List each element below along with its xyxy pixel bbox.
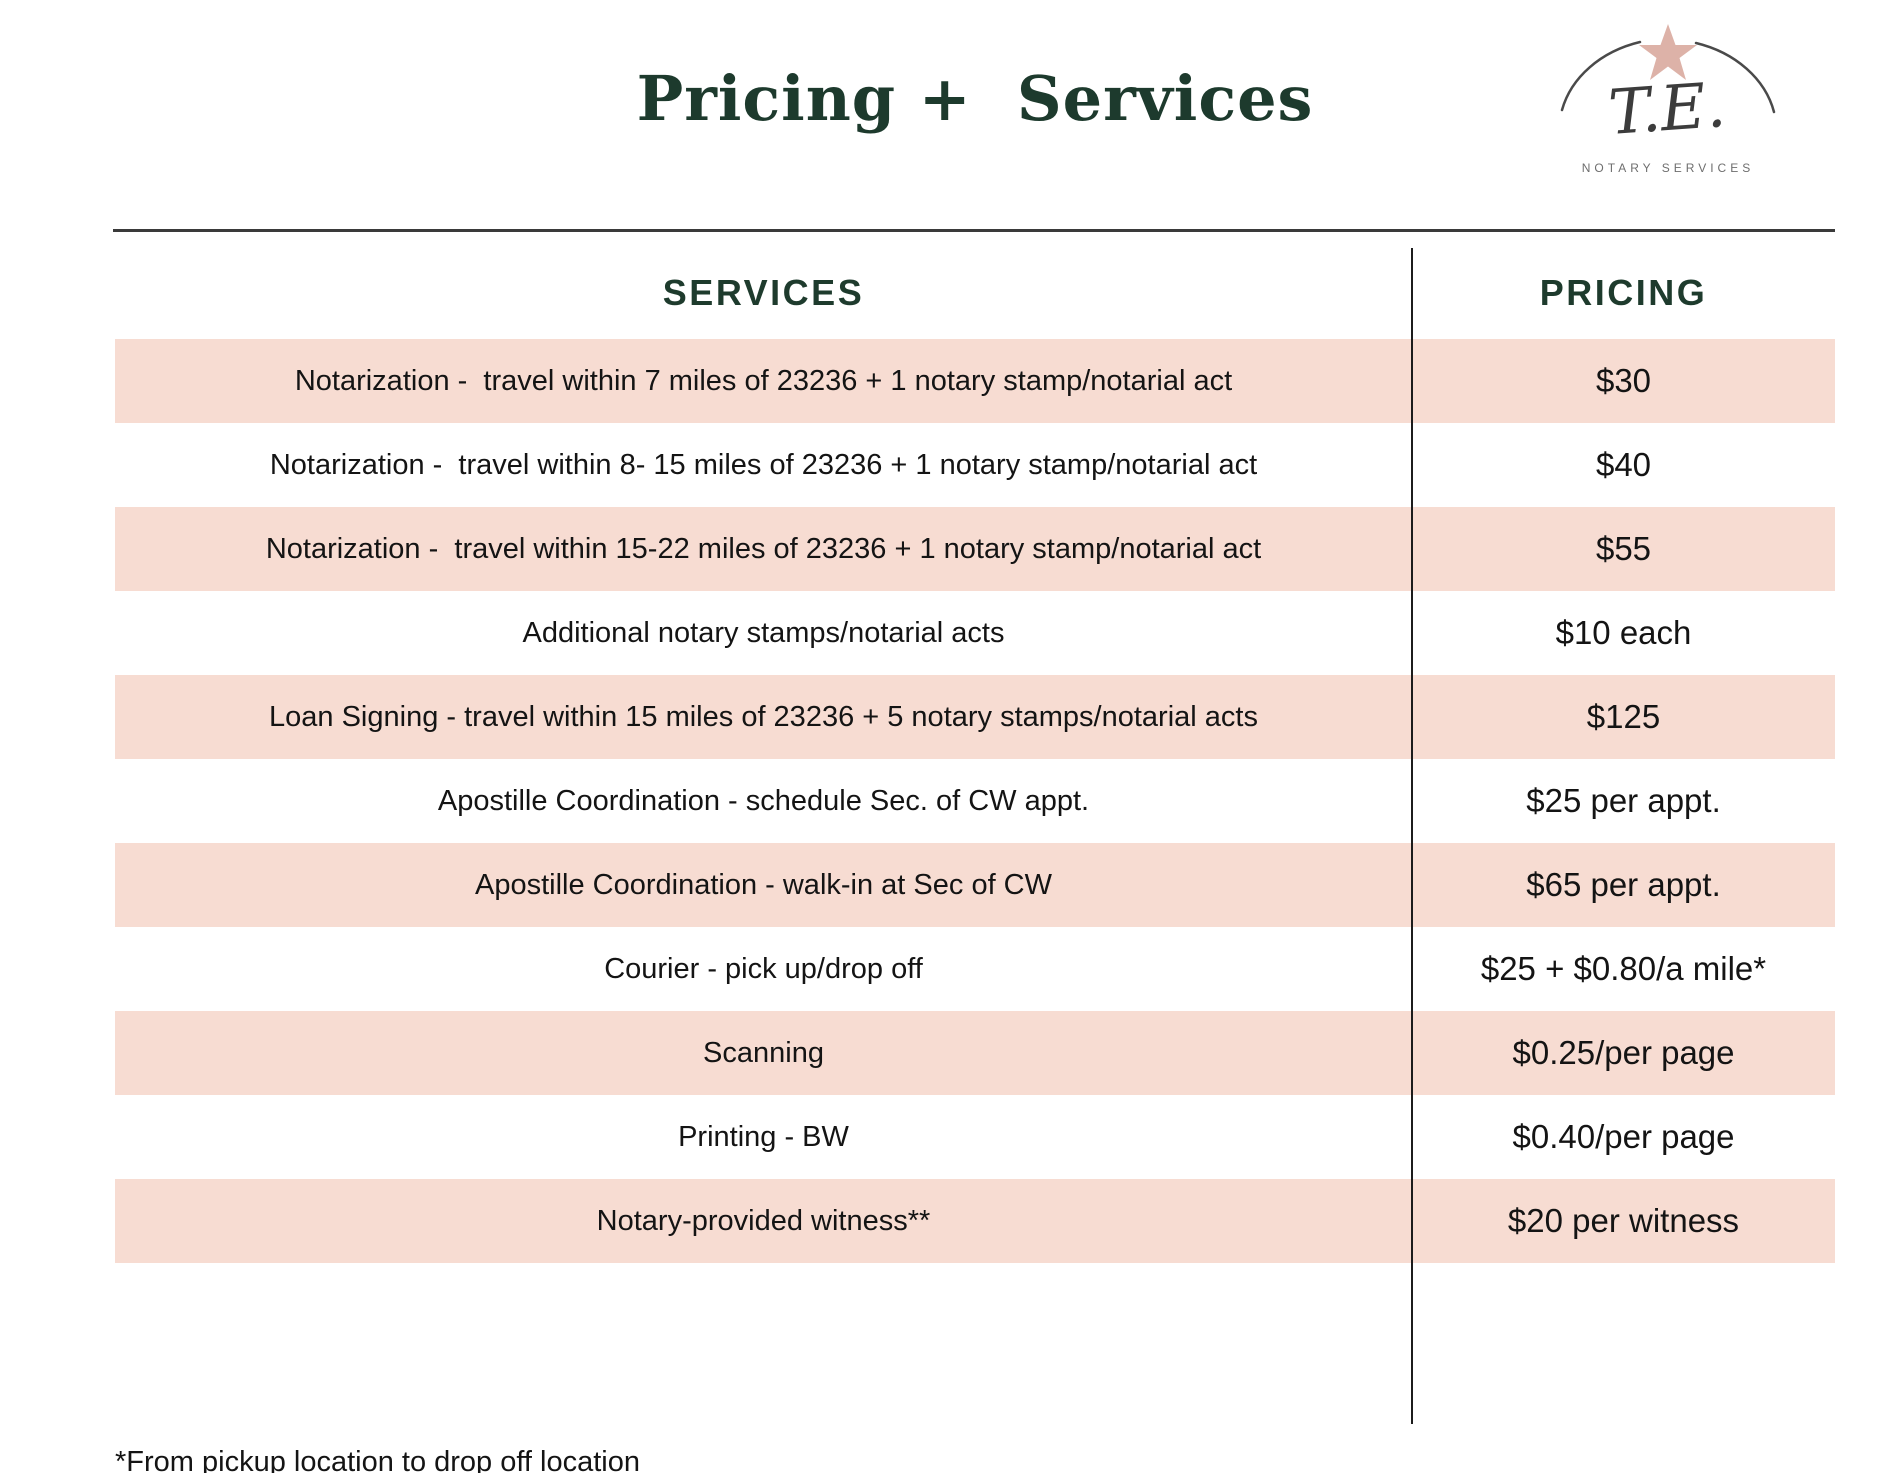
service-cell: Notarization - travel within 15-22 miles… bbox=[265, 532, 1262, 565]
price-cell: $125 bbox=[1586, 698, 1661, 735]
table-row: Loan Signing - travel within 15 miles of… bbox=[115, 675, 1835, 759]
service-cell: Scanning bbox=[703, 1036, 824, 1069]
service-cell: Apostille Coordination - walk-in at Sec … bbox=[474, 868, 1052, 901]
table-row: Notarization - travel within 15-22 miles… bbox=[115, 507, 1835, 591]
price-cell: $25 per appt. bbox=[1526, 782, 1721, 819]
page-title: Pricing + Services bbox=[636, 62, 1314, 135]
price-cell: $0.40/per page bbox=[1512, 1118, 1735, 1155]
service-cell: Additional notary stamps/notarial acts bbox=[522, 616, 1005, 649]
service-cell: Loan Signing - travel within 15 miles of… bbox=[269, 700, 1258, 733]
service-cell: Notary-provided witness** bbox=[596, 1204, 931, 1237]
table-row: Notarization - travel within 8- 15 miles… bbox=[115, 423, 1835, 507]
service-cell: Printing - BW bbox=[678, 1120, 849, 1153]
service-cell: Notarization - travel within 8- 15 miles… bbox=[269, 448, 1258, 481]
table-row: Printing - BW $0.40/per page bbox=[115, 1095, 1835, 1179]
price-cell: $30 bbox=[1595, 362, 1652, 399]
star-icon bbox=[1639, 24, 1697, 80]
footnotes: *From pickup location to drop off locati… bbox=[115, 1320, 640, 1473]
table-row: Notarization - travel within 7 miles of … bbox=[115, 339, 1835, 423]
column-header-pricing: PRICING bbox=[1539, 272, 1708, 313]
table-row: Additional notary stamps/notarial acts $… bbox=[115, 591, 1835, 675]
price-cell: $40 bbox=[1595, 446, 1652, 483]
logo-wordmark: NOTARY SERVICES bbox=[1582, 161, 1754, 175]
price-cell: $55 bbox=[1595, 530, 1652, 567]
table-row: Scanning $0.25/per page bbox=[115, 1011, 1835, 1095]
column-divider bbox=[1411, 248, 1413, 1424]
price-cell: $25 + $0.80/a mile* bbox=[1480, 950, 1767, 987]
service-cell: Courier - pick up/drop off bbox=[604, 952, 923, 985]
logo-arc-right bbox=[1694, 41, 1776, 114]
table-row: Notary-provided witness** $20 per witnes… bbox=[115, 1179, 1835, 1263]
brand-logo: T.E. NOTARY SERVICES bbox=[1548, 12, 1788, 182]
column-header-services: SERVICES bbox=[662, 272, 865, 313]
price-cell: $20 per witness bbox=[1507, 1202, 1740, 1239]
price-cell: $65 per appt. bbox=[1526, 866, 1721, 903]
table-row: Courier - pick up/drop off $25 + $0.80/a… bbox=[115, 927, 1835, 1011]
table-row: Apostille Coordination - walk-in at Sec … bbox=[115, 843, 1835, 927]
logo-arc-left bbox=[1560, 40, 1642, 112]
price-cell: $10 each bbox=[1555, 614, 1692, 651]
pricing-table: Notarization - travel within 7 miles of … bbox=[115, 339, 1835, 1263]
footnote-courier: *From pickup location to drop off locati… bbox=[115, 1446, 640, 1473]
service-cell: Notarization - travel within 7 miles of … bbox=[294, 364, 1233, 397]
brand-logo-graphic: T.E. NOTARY SERVICES bbox=[1560, 24, 1776, 175]
logo-monogram: T.E. bbox=[1606, 68, 1728, 149]
price-cell: $0.25/per page bbox=[1512, 1034, 1735, 1071]
service-cell: Apostille Coordination - schedule Sec. o… bbox=[437, 784, 1090, 817]
table-row: Apostille Coordination - schedule Sec. o… bbox=[115, 759, 1835, 843]
header-rule bbox=[113, 229, 1835, 232]
